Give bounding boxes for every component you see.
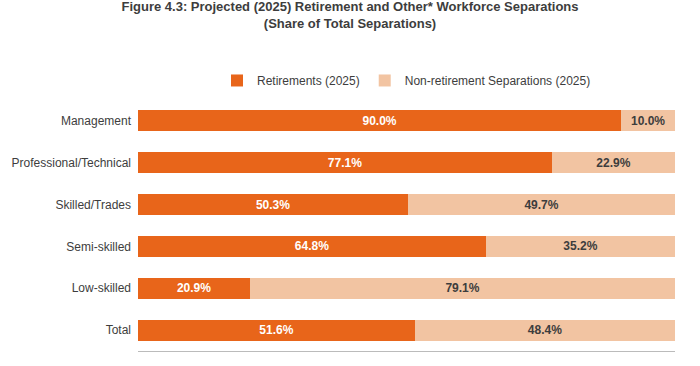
svg-text:51.6%: 51.6% (259, 323, 293, 337)
svg-text:Low-skilled: Low-skilled (72, 281, 131, 295)
svg-text:90.0%: 90.0% (362, 114, 396, 128)
svg-text:Skilled/Trades: Skilled/Trades (55, 198, 131, 212)
svg-text:49.7%: 49.7% (524, 198, 558, 212)
svg-text:Retirements (2025): Retirements (2025) (257, 74, 360, 88)
svg-text:50.3%: 50.3% (256, 198, 290, 212)
svg-text:64.8%: 64.8% (295, 239, 329, 253)
svg-text:79.1%: 79.1% (445, 281, 479, 295)
svg-text:Non-retirement Separations (20: Non-retirement Separations (2025) (405, 74, 590, 88)
svg-text:Professional/Technical: Professional/Technical (12, 156, 131, 170)
svg-text:20.9%: 20.9% (177, 281, 211, 295)
svg-text:10.0%: 10.0% (631, 114, 665, 128)
svg-text:35.2%: 35.2% (563, 239, 597, 253)
svg-text:Total: Total (106, 323, 131, 337)
svg-text:Management: Management (61, 114, 132, 128)
svg-text:Figure 4.3: Projected (2025) R: Figure 4.3: Projected (2025) Retirement … (121, 0, 578, 31)
svg-text:48.4%: 48.4% (528, 323, 562, 337)
svg-text:Semi-skilled: Semi-skilled (66, 240, 131, 254)
svg-text:77.1%: 77.1% (328, 156, 362, 170)
svg-text:22.9%: 22.9% (596, 156, 630, 170)
